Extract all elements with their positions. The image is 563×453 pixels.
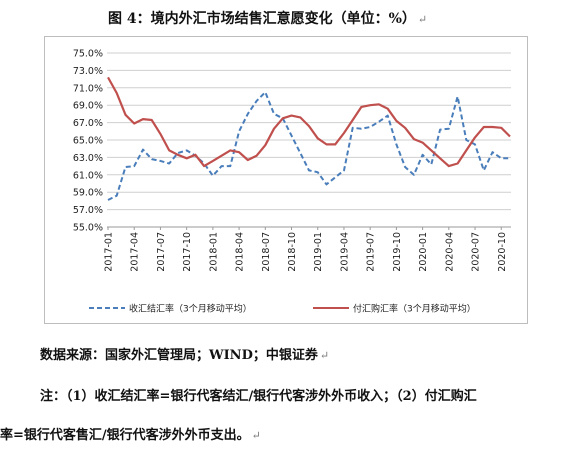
y-tick-label: 67.0% <box>73 118 103 129</box>
x-tick-label: 2017-01 <box>104 232 115 272</box>
grid-layer <box>107 52 511 230</box>
x-tick-label: 2020-04 <box>444 232 455 272</box>
legend-label-fx-settlement: 收汇结汇率（3个月移动平均） <box>129 303 252 315</box>
y-tick-label: 61.0% <box>73 170 103 181</box>
x-tick-label: 2019-04 <box>339 232 350 272</box>
chart-frame: 55.0% 57.0% 59.0% 61.0% 63.0% 65.0% 67.0% 69.0%… <box>44 36 528 324</box>
x-tick-label: 2020-07 <box>471 232 482 272</box>
y-tick-label: 55.0% <box>73 223 103 234</box>
line-chart: 55.0% 57.0% 59.0% 61.0% 63.0% 65.0% 67.0% 69.0%… <box>73 49 511 315</box>
x-tick-label: 2017-10 <box>182 232 193 272</box>
x-tick-label: 2019-07 <box>366 232 377 272</box>
x-axis-ticks: 2017-01 2017-04 2017-07 2017-10 2018-01 2018-… <box>104 232 508 272</box>
legend: 收汇结汇率（3个月移动平均） 付汇购汇率（3个月移动平均） <box>89 303 476 315</box>
x-tick-label: 2020-01 <box>418 232 429 272</box>
x-tick-label: 2017-04 <box>130 232 141 272</box>
y-tick-label: 69.0% <box>73 101 103 112</box>
paragraph-mark: ↵ <box>251 429 261 442</box>
x-tick-label: 2019-01 <box>313 232 324 272</box>
y-tick-label: 71.0% <box>73 83 103 94</box>
y-axis-ticks: 55.0% 57.0% 59.0% 61.0% 63.0% 65.0% 67.0% 69.0%… <box>73 49 103 234</box>
series-layer <box>107 76 511 201</box>
paragraph-mark: ↵ <box>319 349 330 362</box>
x-tick-label: 2020-10 <box>497 232 508 272</box>
x-tick-label: 2019-10 <box>392 232 403 272</box>
y-tick-label: 75.0% <box>73 49 103 60</box>
y-tick-label: 59.0% <box>73 188 103 199</box>
y-tick-label: 65.0% <box>73 136 103 147</box>
x-tick-label: 2018-07 <box>261 232 272 272</box>
y-tick-label: 57.0% <box>73 205 103 216</box>
series-line-fx-settlement <box>107 91 510 201</box>
paragraph-mark: ↵ <box>417 13 428 26</box>
data-source-note: 数据来源：国家外汇管理局；WIND；中银证券 ↵ <box>40 348 330 363</box>
legend-label-fx-purchase: 付汇购汇率（3个月移动平均） <box>353 303 476 315</box>
y-tick-label: 73.0% <box>73 66 103 77</box>
y-tick-label: 63.0% <box>73 153 103 164</box>
x-tick-label: 2018-04 <box>235 232 246 272</box>
series-line-fx-purchase <box>107 76 511 168</box>
definition-note-line-2: 率=银行代客售汇/银行代客涉外外币支出。 ↵ <box>0 428 261 443</box>
x-tick-label: 2018-01 <box>208 232 219 272</box>
x-tick-label: 2018-10 <box>287 232 298 272</box>
x-tick-label: 2017-07 <box>156 232 167 272</box>
definition-note-line-1: 注：（1）收汇结汇率=银行代客结汇/银行代客涉外外币收入；（2）付汇购汇 <box>40 389 477 404</box>
figure-title: 图 4：境内外汇市场结售汇意愿变化（单位：%） ↵ <box>108 11 428 27</box>
